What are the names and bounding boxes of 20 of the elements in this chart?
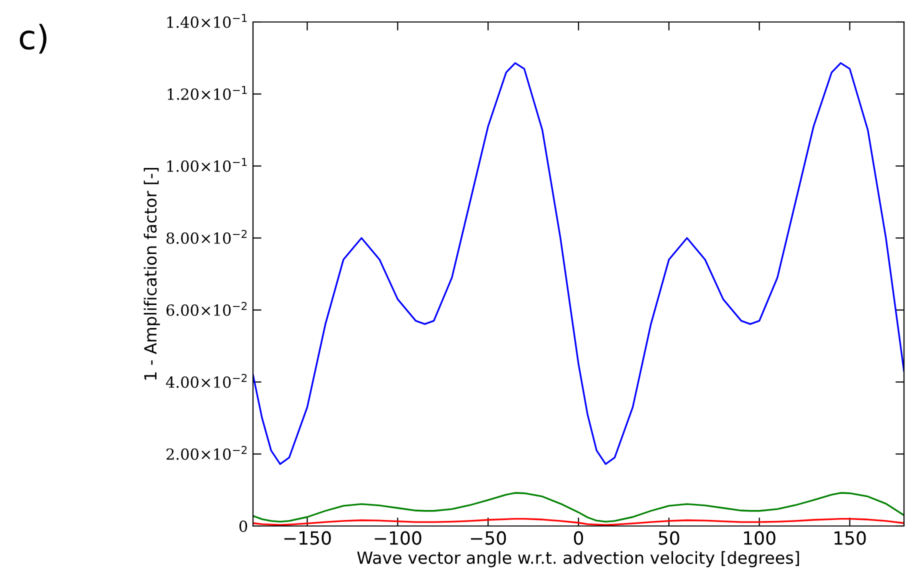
y-tick-label: 4.00×10$^{−2}$ [166, 374, 247, 388]
x-axis-title: Wave vector angle w.r.t. advection velocity [degrees] [357, 551, 799, 568]
text: c) [20, 24, 46, 54]
x-tick-label: 50 [658, 531, 680, 545]
x-tick-label: −150 [284, 531, 331, 545]
y-tick-label: 0 [239, 520, 248, 532]
x-tick-label: 0 [574, 531, 584, 545]
y-tick-label: 1.20×10$^{−1}$ [168, 86, 247, 100]
y-tick-label: 1.40×10$^{−1}$ [167, 14, 247, 28]
line-series [253, 62, 904, 465]
x-tick-label: 150 [834, 531, 866, 545]
y-tick-label: 2.00×10$^{−2}$ [166, 446, 247, 460]
y-tick-label: 1.00×10$^{−1}$ [167, 158, 247, 172]
line-series [253, 492, 904, 523]
y-axis-title: 1 - Amplification factor [-] [144, 168, 160, 380]
x-tick-label: −50 [470, 531, 506, 545]
x-tick-label: 100 [744, 531, 776, 545]
x-tick-label: −100 [374, 531, 422, 545]
y-tick-label: 6.00×10$^{−2}$ [166, 302, 247, 316]
y-tick-label: 8.00×10$^{−2}$ [166, 230, 247, 244]
